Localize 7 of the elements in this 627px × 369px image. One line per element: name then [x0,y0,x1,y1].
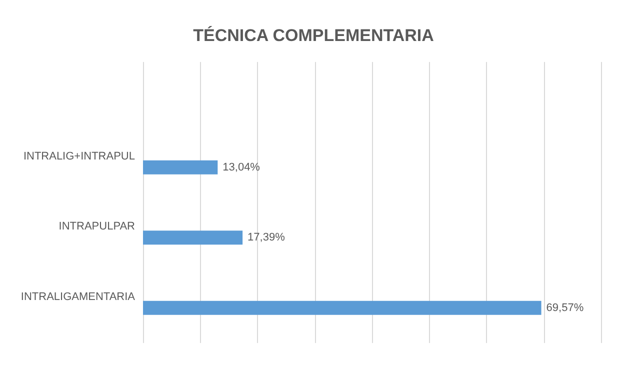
y-tick-label: INTRAPULPAR [58,220,136,233]
data-label: 17,39% [248,232,286,244]
chart-title: TÉCNICA COMPLEMENTARIA [193,25,434,45]
data-label: 13,04% [222,161,260,174]
data-label: 69,57% [546,302,584,314]
y-tick-label: INTRALIG+INTRAPUL [23,150,135,162]
y-tick-label: INTRALIGAMENTARIA [20,290,136,303]
